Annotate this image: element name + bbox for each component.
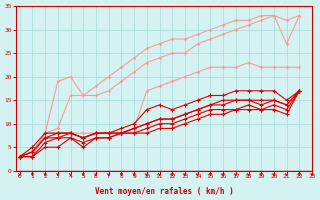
X-axis label: Vent moyen/en rafales ( km/h ): Vent moyen/en rafales ( km/h ) (95, 187, 233, 196)
